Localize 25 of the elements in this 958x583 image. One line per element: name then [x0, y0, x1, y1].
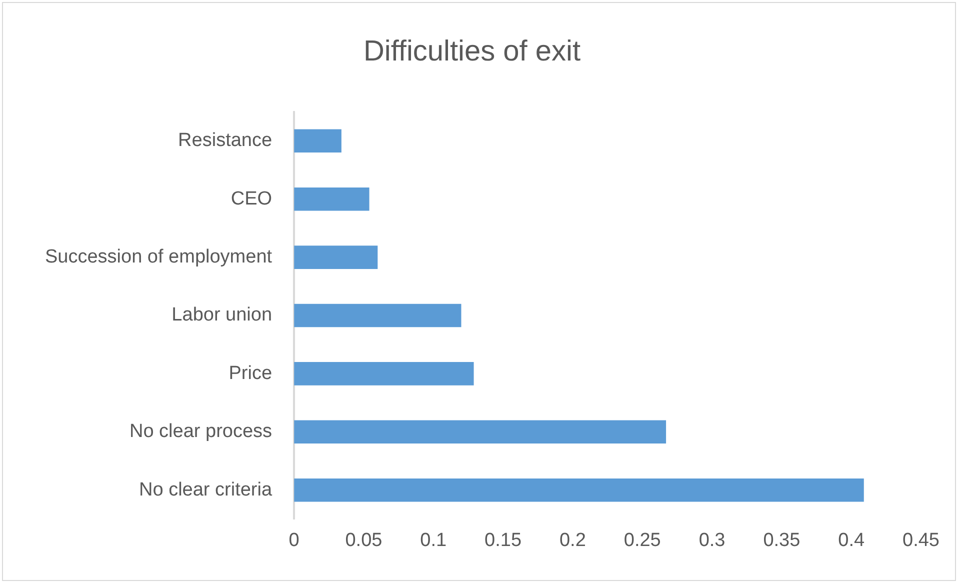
bar	[294, 129, 342, 153]
y-tick-label: CEO	[230, 188, 272, 210]
x-tick-label: 0.1	[420, 530, 447, 551]
bar	[294, 187, 370, 211]
x-tick-label: 0.3	[698, 530, 726, 551]
bar	[294, 362, 474, 386]
x-tick-label: 0	[288, 530, 300, 551]
y-tick-label: Resistance	[178, 130, 272, 152]
y-tick-label: No clear criteria	[139, 479, 272, 500]
x-tick-label: 0.25	[624, 530, 661, 551]
y-tick-label: Labor union	[172, 304, 272, 326]
bar	[294, 246, 378, 269]
x-tick-label: 0.05	[345, 530, 382, 551]
x-tick-label: 0.4	[838, 530, 865, 551]
y-tick-label: Price	[228, 362, 272, 384]
x-tick-label: 0.2	[559, 530, 586, 551]
y-tick-label: Succession of employment	[44, 246, 273, 268]
x-tick-label: 0.15	[484, 530, 522, 551]
y-tick-label: No clear process	[129, 421, 272, 442]
bar	[294, 478, 864, 502]
x-tick-label: 0.35	[763, 530, 800, 551]
x-tick-label: 0.45	[902, 530, 940, 551]
chart-title: Difficulties of exit	[363, 35, 581, 68]
bar	[294, 420, 666, 444]
bar	[294, 304, 462, 328]
